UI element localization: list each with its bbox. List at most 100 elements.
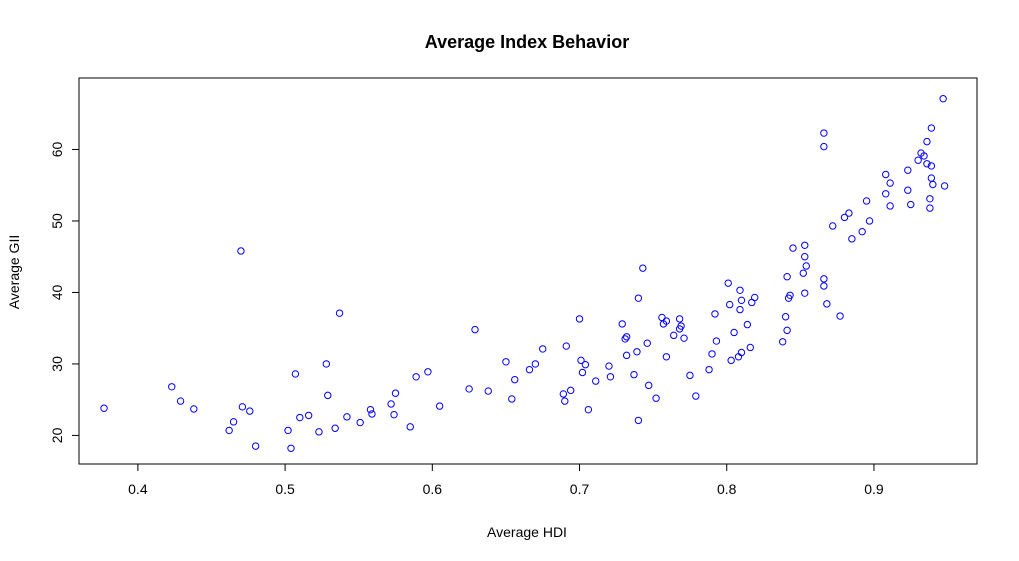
data-point (751, 293, 759, 302)
data-point (391, 389, 400, 397)
data-point (904, 186, 912, 194)
data-point (190, 405, 198, 413)
data-point (708, 350, 716, 358)
data-point (926, 195, 934, 203)
data-point (561, 397, 569, 405)
data-point (502, 358, 510, 366)
data-point (622, 333, 631, 341)
data-point (390, 410, 398, 419)
data-point (246, 407, 254, 415)
data-point (559, 390, 568, 398)
y-axis-label: Average GII (6, 235, 22, 309)
x-tick-label: 0.9 (864, 481, 884, 497)
data-point (737, 296, 746, 305)
x-tick-label: 0.7 (570, 481, 590, 497)
data-point (799, 269, 807, 277)
data-point (737, 348, 746, 357)
data-point (927, 162, 936, 170)
data-point (662, 317, 671, 325)
data-point (927, 124, 936, 132)
y-tick-label: 20 (49, 427, 65, 443)
data-point (882, 190, 890, 198)
data-point (584, 405, 593, 414)
y-tick-label: 60 (49, 141, 65, 157)
data-point (677, 322, 685, 330)
data-point (168, 383, 176, 391)
data-point (605, 362, 613, 370)
data-point (465, 385, 473, 393)
data-point (566, 386, 575, 395)
x-tick-label: 0.4 (128, 481, 148, 497)
data-point (862, 197, 871, 205)
data-point (927, 174, 936, 182)
data-point (639, 264, 647, 272)
data-point (296, 413, 304, 422)
data-points (100, 95, 949, 452)
data-point (801, 253, 809, 261)
data-point (237, 247, 245, 255)
data-point (562, 342, 570, 350)
plot-area (78, 77, 978, 465)
data-point (865, 217, 874, 225)
data-point (781, 313, 790, 321)
data-point (820, 129, 828, 137)
data-point (291, 370, 300, 378)
data-point (920, 152, 928, 160)
data-point (712, 337, 721, 345)
data-point (786, 291, 794, 300)
x-axis-label: Average HDI (487, 524, 567, 540)
data-point (284, 426, 292, 435)
data-point (836, 312, 844, 320)
data-point (802, 262, 810, 270)
data-point (424, 368, 432, 376)
data-point (366, 405, 375, 414)
x-tick-label: 0.8 (717, 481, 737, 497)
data-point (471, 325, 479, 334)
data-point (783, 326, 791, 335)
data-point (746, 343, 754, 352)
data-point (633, 348, 641, 356)
data-point (823, 300, 831, 308)
data-point (705, 365, 713, 374)
data-point (670, 331, 678, 340)
data-point (634, 294, 643, 302)
chart-title: Average Index Behavior (425, 32, 629, 52)
y-axis: 20 30 40 50 60 (49, 141, 80, 443)
data-point (727, 356, 735, 365)
data-point (435, 402, 444, 410)
data-point (592, 377, 600, 385)
data-point (675, 315, 684, 323)
data-point (484, 387, 492, 395)
data-point (643, 339, 651, 347)
x-tick-label: 0.6 (423, 481, 443, 497)
data-point (914, 156, 922, 164)
data-point (634, 416, 643, 425)
data-point (840, 213, 849, 222)
data-point (686, 371, 694, 380)
data-point (929, 180, 937, 189)
data-point (577, 356, 585, 365)
data-point (622, 351, 631, 360)
data-point (652, 394, 660, 402)
x-tick-label: 0.5 (275, 481, 295, 497)
data-point (725, 300, 734, 309)
data-point (736, 286, 744, 294)
data-point (606, 373, 615, 381)
data-point (789, 244, 797, 252)
data-point (820, 142, 828, 151)
data-point (225, 426, 233, 435)
data-point (508, 395, 516, 403)
data-point (335, 309, 344, 317)
data-point (923, 137, 931, 146)
data-point (736, 305, 744, 314)
data-point (923, 160, 931, 168)
data-point (940, 182, 949, 190)
data-point (778, 338, 787, 346)
data-point (829, 222, 837, 230)
data-point (743, 320, 752, 329)
data-point (692, 392, 700, 400)
data-point (406, 423, 414, 431)
data-point (711, 310, 719, 318)
data-point (724, 279, 732, 287)
data-point (820, 282, 828, 290)
